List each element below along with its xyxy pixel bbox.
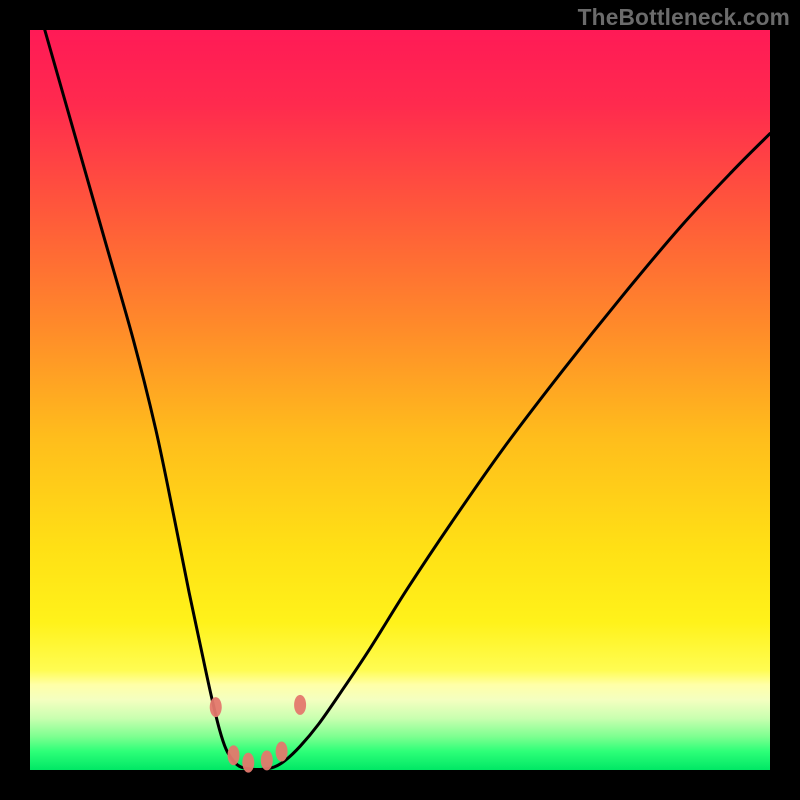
curve-marker — [294, 695, 306, 715]
curve-marker — [210, 697, 222, 717]
chart-svg — [0, 0, 800, 800]
stage: TheBottleneck.com — [0, 0, 800, 800]
curve-marker — [242, 753, 254, 773]
plot-background — [30, 30, 770, 770]
curve-marker — [228, 745, 240, 765]
curve-marker — [276, 742, 288, 762]
watermark-text: TheBottleneck.com — [578, 4, 790, 31]
curve-marker — [261, 750, 273, 770]
